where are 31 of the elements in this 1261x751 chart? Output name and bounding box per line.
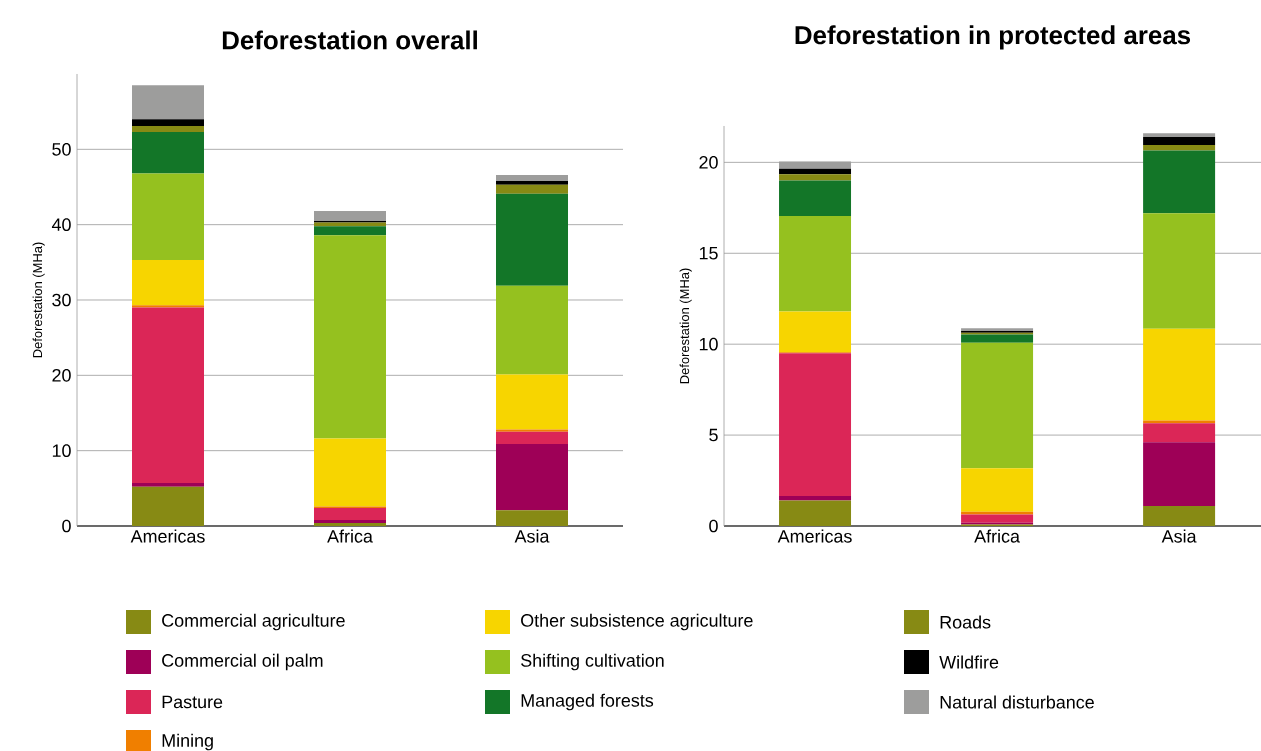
legend-label: Wildfire bbox=[939, 655, 999, 669]
legend-label: Natural disturbance bbox=[940, 695, 1094, 709]
y-tick-label: 40 bbox=[51, 218, 71, 232]
x-tick-label: Asia bbox=[514, 529, 550, 543]
legend-label: Commercial oil palm bbox=[162, 653, 323, 671]
legend-label: Pasture bbox=[162, 695, 223, 709]
x-tick-label: Americas bbox=[777, 529, 852, 543]
legend-label: Commercial agriculture bbox=[162, 613, 345, 631]
legend-label: Roads bbox=[940, 615, 991, 629]
y-tick-label: 20 bbox=[699, 156, 718, 169]
y-tick-label: 5 bbox=[709, 428, 718, 442]
chart-title: Deforestation overall bbox=[222, 30, 477, 50]
legend-label: Shifting cultivation bbox=[521, 653, 664, 671]
y-tick-label: 15 bbox=[699, 247, 718, 260]
y-tick-label: 0 bbox=[62, 519, 71, 533]
y-tick-label: 30 bbox=[52, 293, 71, 307]
y-axis-title: Deforestation (MHa) bbox=[32, 242, 45, 358]
y-tick-label: 10 bbox=[52, 444, 71, 458]
x-tick-label: Africa bbox=[327, 529, 373, 543]
y-tick-label: 10 bbox=[699, 337, 718, 351]
y-tick-label: 20 bbox=[52, 368, 71, 382]
x-tick-label: Africa bbox=[974, 529, 1020, 543]
legend-label: Mining bbox=[162, 733, 213, 751]
x-tick-label: Americas bbox=[130, 529, 205, 543]
legend-label: Managed forests bbox=[521, 693, 654, 711]
y-axis-title: Deforestation (MHa) bbox=[679, 268, 692, 384]
legend-label: Other subsistence agriculture bbox=[521, 613, 753, 631]
chart-title: Deforestation in protected areas bbox=[795, 25, 1191, 50]
y-tick-label: 50 bbox=[52, 142, 71, 156]
x-tick-label: Asia bbox=[1161, 529, 1197, 543]
y-tick-label: 0 bbox=[709, 519, 718, 533]
